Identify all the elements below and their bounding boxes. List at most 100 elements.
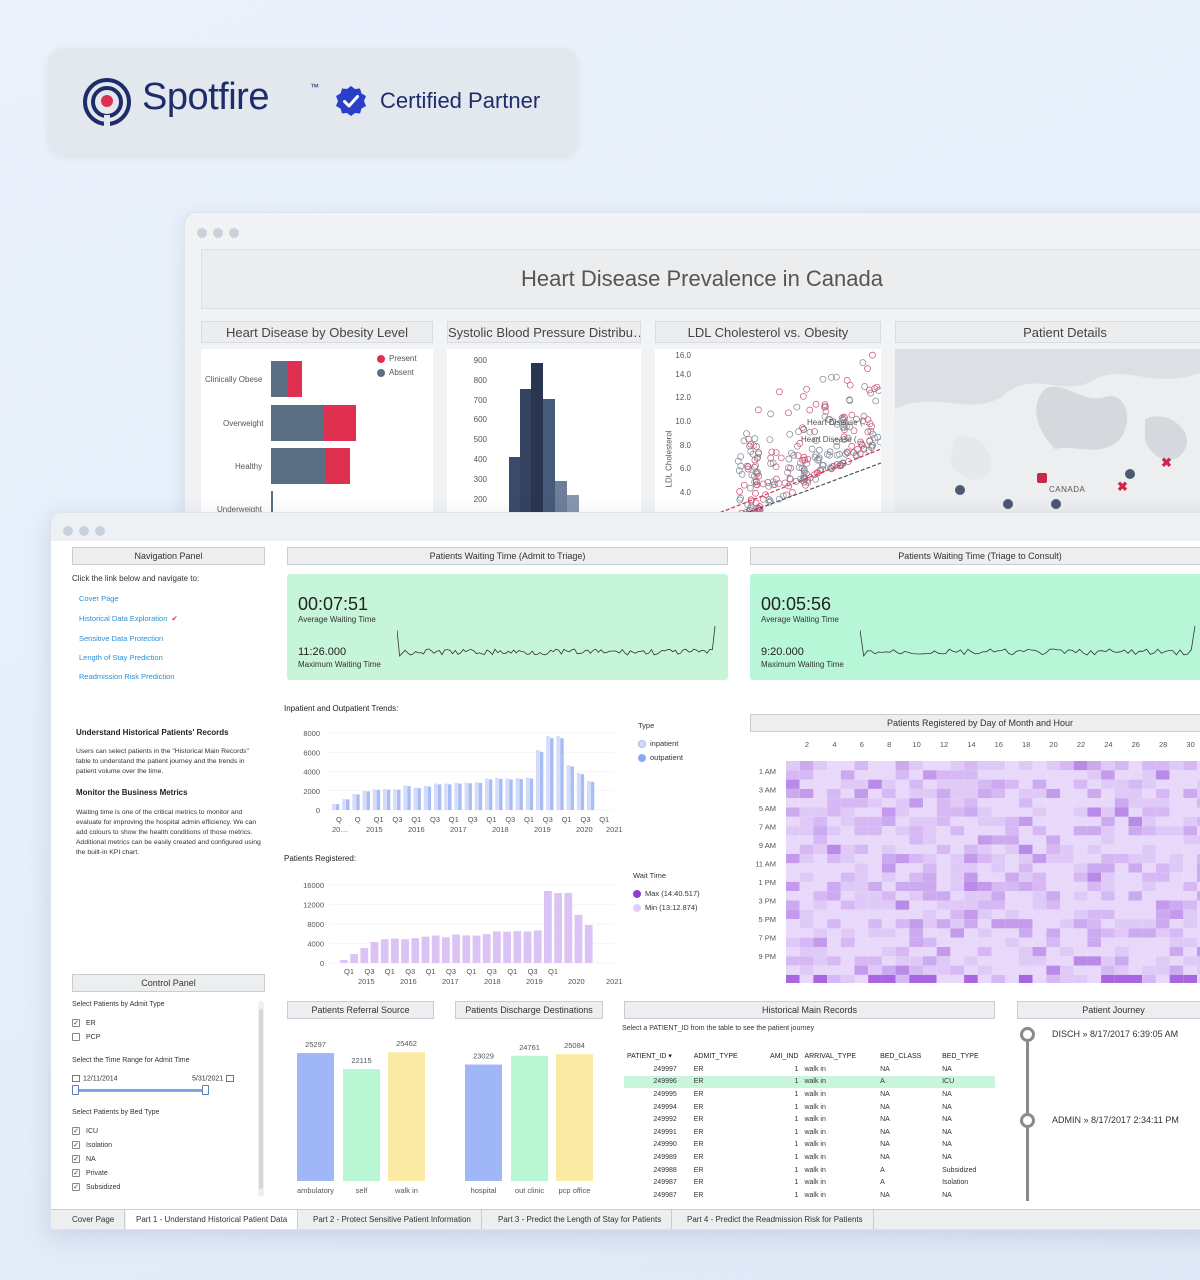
- heatmap-cell[interactable]: [1046, 761, 1060, 771]
- heatmap-cell[interactable]: [1018, 798, 1033, 808]
- heatmap-cell[interactable]: [881, 937, 896, 947]
- heatmap-cell[interactable]: [1114, 779, 1129, 789]
- bar-registered[interactable]: [462, 935, 471, 963]
- heatmap-cell[interactable]: [895, 956, 910, 966]
- heatmap-cell[interactable]: [1073, 798, 1088, 808]
- checkbox-er[interactable]: ✓ ER: [72, 1019, 96, 1027]
- heatmap-cell[interactable]: [964, 779, 978, 789]
- heatmap-cell[interactable]: [827, 891, 841, 901]
- heatmap-cell[interactable]: [1197, 881, 1200, 892]
- heatmap-cell[interactable]: [1018, 956, 1033, 966]
- heatmap-cell[interactable]: [1114, 900, 1129, 910]
- heatmap-cell[interactable]: [936, 965, 951, 975]
- heatmap-cell[interactable]: [1046, 947, 1060, 957]
- tab-part-2[interactable]: Part 2 - Protect Sensitive Patient Infor…: [303, 1210, 482, 1229]
- heatmap-cell[interactable]: [977, 770, 992, 780]
- heatmap-cell[interactable]: [1005, 770, 1019, 780]
- heatmap-cell[interactable]: [868, 826, 882, 836]
- heatmap-cell[interactable]: [1101, 947, 1115, 957]
- heatmap-cell[interactable]: [1060, 779, 1074, 789]
- heatmap-cell[interactable]: [840, 788, 855, 799]
- heatmap-cell[interactable]: [868, 816, 882, 827]
- heatmap-cell[interactable]: [813, 881, 828, 892]
- heatmap-cell[interactable]: [1073, 919, 1088, 929]
- heatmap-cell[interactable]: [923, 826, 937, 836]
- heatmap-cell[interactable]: [881, 770, 896, 780]
- heatmap-cell[interactable]: [827, 788, 841, 799]
- heatmap-cell[interactable]: [1197, 900, 1200, 910]
- heatmap-cell[interactable]: [1060, 844, 1074, 854]
- heatmap-cell[interactable]: [1183, 956, 1197, 966]
- heatmap-cell[interactable]: [868, 770, 882, 780]
- heatmap-cell[interactable]: [1183, 974, 1197, 983]
- heatmap-cell[interactable]: [1101, 900, 1115, 910]
- heatmap-cell[interactable]: [1197, 937, 1200, 947]
- heatmap-cell[interactable]: [1032, 965, 1047, 975]
- bar-outpatient[interactable]: [570, 766, 574, 810]
- heatmap-cell[interactable]: [964, 919, 978, 929]
- heatmap-cell[interactable]: [1183, 844, 1197, 854]
- heatmap-cell[interactable]: [1183, 891, 1197, 901]
- heatmap-cell[interactable]: [991, 788, 1006, 799]
- heatmap-cell[interactable]: [881, 863, 896, 873]
- heatmap-cell[interactable]: [1087, 956, 1102, 966]
- bar-registered[interactable]: [401, 939, 409, 963]
- heatmap-cell[interactable]: [1046, 844, 1060, 854]
- heatmap-cell[interactable]: [950, 770, 965, 780]
- bar-inpatient[interactable]: [423, 785, 428, 810]
- heatmap-cell[interactable]: [1101, 835, 1115, 845]
- heatmap-cell[interactable]: [936, 770, 951, 780]
- bar-inpatient[interactable]: [352, 794, 356, 810]
- heatmap-cell[interactable]: [1155, 770, 1170, 780]
- heatmap-cell[interactable]: [827, 770, 841, 780]
- heatmap-cell[interactable]: [1046, 928, 1060, 938]
- heatmap-cell[interactable]: [1046, 881, 1060, 892]
- heatmap-cell[interactable]: [868, 798, 882, 808]
- heatmap-cell[interactable]: [991, 937, 1006, 947]
- heatmap-cell[interactable]: [964, 947, 978, 957]
- heatmap-cell[interactable]: [786, 947, 800, 957]
- heatmap-cell[interactable]: [1060, 965, 1074, 975]
- heatmap-cell[interactable]: [1142, 788, 1156, 799]
- heatmap-cell[interactable]: [799, 788, 814, 799]
- heatmap-cell[interactable]: [1183, 854, 1197, 864]
- heatmap-cell[interactable]: [799, 900, 814, 910]
- heatmap-cell[interactable]: [895, 788, 910, 799]
- heatmap-cell[interactable]: [813, 974, 828, 983]
- heatmap-cell[interactable]: [1128, 770, 1143, 780]
- heatmap-cell[interactable]: [854, 956, 869, 966]
- heatmap-cell[interactable]: [881, 956, 896, 966]
- heatmap-cell[interactable]: [1169, 965, 1184, 975]
- heatmap-cell[interactable]: [1169, 909, 1184, 920]
- heatmap-cell[interactable]: [1060, 826, 1074, 836]
- kpi1-card[interactable]: 00:07:51 Average Waiting Time 11:26.000 …: [287, 574, 728, 680]
- heatmap-cell[interactable]: [1087, 761, 1102, 771]
- heatmap-cell[interactable]: [799, 891, 814, 901]
- heatmap-cell[interactable]: [1128, 928, 1143, 938]
- heatmap-cell[interactable]: [827, 919, 841, 929]
- heatmap-cell[interactable]: [895, 854, 910, 864]
- heatmap-cell[interactable]: [1101, 807, 1115, 817]
- heatmap-cell[interactable]: [786, 854, 800, 864]
- heatmap-cell[interactable]: [1073, 891, 1088, 901]
- heatmap-cell[interactable]: [1018, 919, 1033, 929]
- heatmap-cell[interactable]: [909, 881, 923, 892]
- calendar-icon[interactable]: [72, 1075, 80, 1082]
- bar-registered[interactable]: [584, 925, 593, 963]
- heatmap-cell[interactable]: [950, 807, 965, 817]
- heatmap-cell[interactable]: [895, 974, 910, 983]
- heatmap-cell[interactable]: [923, 965, 937, 975]
- heatmap-cell[interactable]: [964, 863, 978, 873]
- table-row[interactable]: 249996 ER 1 walk in A ICU: [624, 1075, 995, 1089]
- heatmap-cell[interactable]: [1060, 761, 1074, 771]
- bar-inpatient[interactable]: [383, 788, 387, 810]
- heatmap-cell[interactable]: [1046, 807, 1060, 817]
- heatmap-cell[interactable]: [1197, 974, 1200, 983]
- checkbox-private[interactable]: ✓ Private: [72, 1169, 108, 1177]
- heatmap-cell[interactable]: [1032, 872, 1047, 882]
- heatmap-cell[interactable]: [977, 788, 992, 799]
- heatmap-cell[interactable]: [1087, 947, 1102, 957]
- legend-max[interactable]: Max (14:40.517): [633, 889, 700, 899]
- heatmap-cell[interactable]: [799, 965, 814, 975]
- heatmap-cell[interactable]: [1128, 881, 1143, 892]
